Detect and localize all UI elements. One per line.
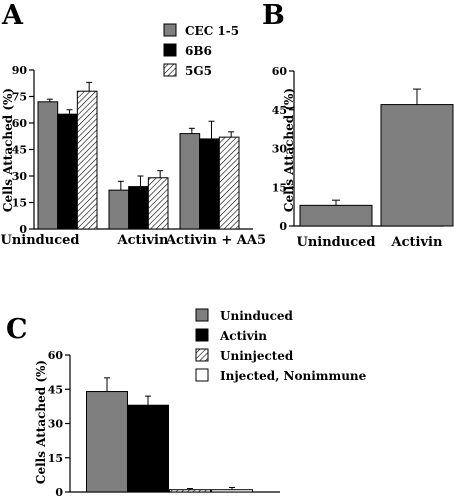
legend-label: CEC 1-5	[185, 24, 239, 38]
bar-2-2	[128, 186, 149, 230]
legend-swatch	[195, 348, 209, 362]
legend-label: Uninduced	[220, 309, 294, 323]
y-axis-label: Cells Attached (%)	[1, 88, 15, 212]
y-tick-label: 0	[55, 486, 63, 499]
x-category-label: Uninduced	[297, 235, 376, 250]
y-tick-label: 60	[12, 117, 28, 130]
chart-panel-b: 0 15 30 45 60 Cells Attached (%) Uninduced Acti…	[272, 65, 454, 250]
y-tick-label: 45	[272, 104, 287, 117]
y-tick-label: 75	[12, 91, 27, 104]
legend-swatch	[163, 63, 177, 77]
bar-1-2	[108, 189, 130, 230]
legend-label: 5G5	[185, 64, 212, 78]
y-tick-label: 60	[272, 65, 288, 78]
panel-letter-a: A	[1, 0, 24, 31]
bar-3-1	[76, 90, 98, 230]
legend-label: 6B6	[185, 44, 212, 58]
x-category-label: Activin	[117, 233, 169, 248]
x-category-label: Uninduced	[1, 233, 80, 248]
legend-label: Activin	[219, 329, 267, 343]
y-tick-label: 60	[48, 349, 64, 362]
panel-letter-c: C	[6, 314, 28, 345]
chart-panel-a: 0 15 30 45 60 75 90 Cells Attached (%) Uninduced…	[1, 23, 266, 248]
y-tick-label: 30	[48, 418, 64, 431]
x-category-label: Activin	[391, 235, 443, 250]
y-tick-label: 30	[272, 143, 288, 156]
legend-swatch	[195, 368, 209, 382]
bar-1-3	[179, 133, 201, 230]
y-tick-label: 90	[12, 64, 28, 77]
bar-3	[169, 489, 211, 493]
y-tick-label: 45	[48, 383, 63, 396]
y-tick-label: 15	[48, 452, 63, 465]
bar-3-2	[147, 177, 169, 230]
legend-swatch	[195, 328, 209, 342]
y-axis-label: Cells Attached (%)	[282, 88, 296, 212]
panel-letter-b: B	[262, 0, 285, 31]
y-tick-label: 30	[12, 170, 28, 183]
bar-1-1	[37, 101, 59, 230]
bar-3-3	[218, 136, 240, 230]
legend-label: Uninjected	[220, 349, 294, 363]
bar-2-1	[57, 113, 78, 230]
bar-2-3	[199, 138, 220, 230]
y-axis-label: Cells Attached (%)	[34, 360, 48, 484]
y-tick-label: 15	[272, 181, 287, 194]
bar-4	[211, 489, 253, 493]
bar-2	[127, 404, 169, 493]
y-tick-label: 0	[19, 223, 27, 236]
y-tick-label: 15	[12, 197, 27, 210]
legend-swatch	[163, 43, 177, 57]
legend-swatch	[195, 308, 209, 322]
y-tick-label: 45	[12, 144, 27, 157]
legend-swatch	[163, 23, 177, 37]
bar-1	[86, 391, 128, 493]
bar-2	[380, 104, 454, 227]
bar-1	[299, 204, 373, 227]
legend-label: Injected, Nonimmune	[220, 369, 367, 383]
y-tick-label: 0	[279, 220, 287, 233]
x-category-label: Activin + AA5	[165, 233, 266, 248]
